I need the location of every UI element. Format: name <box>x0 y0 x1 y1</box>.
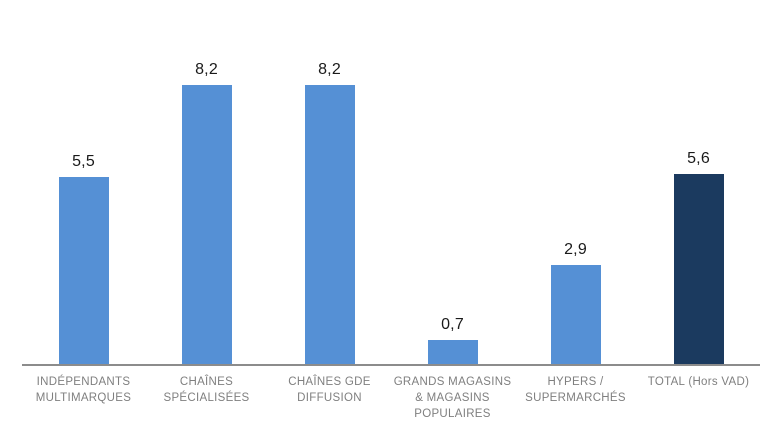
bar-value-label: 2,9 <box>564 241 587 258</box>
bar <box>58 177 109 364</box>
bar <box>304 85 355 364</box>
bar-value-label: 8,2 <box>318 61 341 78</box>
bar-column: 0,7 GRANDS MAGASINS & MAGASINS POPULAIRES <box>391 0 514 438</box>
bar-value-label: 8,2 <box>195 61 218 78</box>
category-label: HYPERS / SUPERMARCHÉS <box>525 376 626 404</box>
plot-area: 5,5 INDÉPENDANTS MULTIMARQUES 8,2 CHAÎNES S… <box>22 0 760 438</box>
bar-value-label: 5,6 <box>687 150 710 167</box>
bar-value-label: 0,7 <box>441 316 464 333</box>
bar <box>550 265 601 364</box>
category-label: CHAÎNES SPÉCIALISÉES <box>163 376 250 404</box>
category-label: TOTAL (Hors VAD) <box>647 376 750 388</box>
bar-column: 5,6 TOTAL (Hors VAD) <box>637 0 760 438</box>
bar-column: 8,2 CHAÎNES GDE DIFFUSION <box>268 0 391 438</box>
bar-column: 2,9 HYPERS / SUPERMARCHÉS <box>514 0 637 438</box>
x-axis-line <box>22 364 760 366</box>
bar-column: 8,2 CHAÎNES SPÉCIALISÉES <box>145 0 268 438</box>
category-label: INDÉPENDANTS MULTIMARQUES <box>35 376 132 404</box>
bar-value-label: 5,5 <box>72 153 95 170</box>
category-label: CHAÎNES GDE DIFFUSION <box>288 376 371 404</box>
category-label: GRANDS MAGASINS & MAGASINS POPULAIRES <box>393 376 512 420</box>
bar <box>427 340 478 364</box>
bar-column: 5,5 INDÉPENDANTS MULTIMARQUES <box>22 0 145 438</box>
bar-total <box>673 174 724 364</box>
bar <box>181 85 232 364</box>
